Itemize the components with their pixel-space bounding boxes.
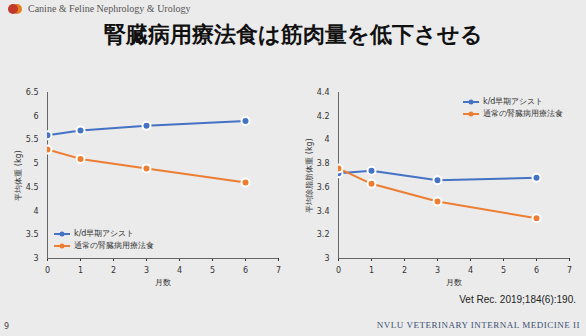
svg-text:4.4: 4.4 <box>317 88 330 97</box>
svg-text:4.5: 4.5 <box>26 183 39 192</box>
svg-text:5: 5 <box>33 159 38 168</box>
html-text:NVLU VETERINARY INTERNAL MEDIC: NVLU VETERINARY INTERNAL MEDICINE II <box>376 320 580 330</box>
html-text:Vet Rec. 2019;184(6):190.: Vet Rec. 2019;184(6):190. <box>459 294 576 305</box>
svg-text:6: 6 <box>33 112 38 121</box>
html-text:k/d早期アシスト: k/d早期アシスト <box>483 97 544 106</box>
svg-text:5: 5 <box>501 266 506 275</box>
svg-text:3: 3 <box>33 254 38 263</box>
svg-text:4: 4 <box>33 207 38 216</box>
html-text:腎臓病用療法食は筋肉量を低下させる: 腎臓病用療法食は筋肉量を低下させる <box>103 22 483 47</box>
svg-text:3.4: 3.4 <box>317 207 330 216</box>
svg-text:4: 4 <box>468 266 473 275</box>
svg-text:4: 4 <box>324 135 329 144</box>
svg-text:月数: 月数 <box>446 278 462 287</box>
svg-text:3.5: 3.5 <box>26 230 39 239</box>
svg-text:7: 7 <box>276 266 281 275</box>
svg-text:1: 1 <box>78 266 83 275</box>
svg-text:6.5: 6.5 <box>26 88 39 97</box>
svg-text:3.6: 3.6 <box>317 183 330 192</box>
svg-text:6: 6 <box>243 266 248 275</box>
html-text:通常の腎臓病用療法食: 通常の腎臓病用療法食 <box>483 109 563 118</box>
svg-text:2: 2 <box>111 266 116 275</box>
svg-text:2: 2 <box>402 266 407 275</box>
svg-text:3.8: 3.8 <box>317 159 330 168</box>
svg-text:3: 3 <box>324 254 329 263</box>
html-text:Canine & Feline Nephrology & U: Canine & Feline Nephrology & Urology <box>28 3 191 14</box>
svg-text:平均体重 (kg): 平均体重 (kg) <box>14 150 23 201</box>
svg-text:4: 4 <box>177 266 182 275</box>
svg-text:3: 3 <box>144 266 149 275</box>
html-text:9: 9 <box>4 322 10 331</box>
svg-text:7: 7 <box>567 266 572 275</box>
svg-text:0: 0 <box>336 266 341 275</box>
svg-text:3: 3 <box>435 266 440 275</box>
svg-text:3.2: 3.2 <box>317 230 330 239</box>
svg-text:5.5: 5.5 <box>26 135 39 144</box>
svg-text:5: 5 <box>210 266 215 275</box>
svg-text:4.2: 4.2 <box>317 112 330 121</box>
svg-text:月数: 月数 <box>155 278 171 287</box>
svg-text:平均除脂肪体重 (kg): 平均除脂肪体重 (kg) <box>305 138 314 213</box>
svg-text:1: 1 <box>369 266 374 275</box>
svg-text:0: 0 <box>45 266 50 275</box>
html-text:k/d早期アシスト: k/d早期アシスト <box>74 229 135 238</box>
html-text:通常の腎臓病用療法食: 通常の腎臓病用療法食 <box>74 241 154 250</box>
svg-text:6: 6 <box>534 266 539 275</box>
